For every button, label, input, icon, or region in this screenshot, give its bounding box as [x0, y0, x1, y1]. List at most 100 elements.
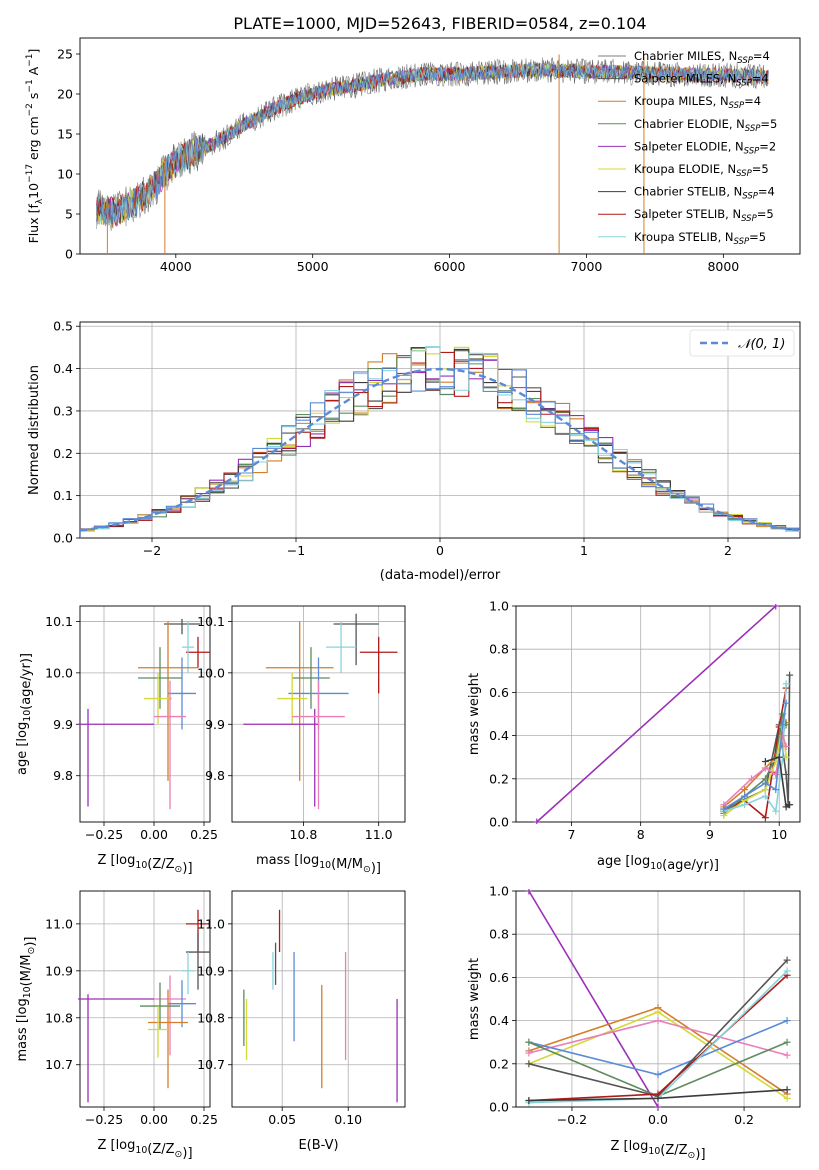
figure-title: PLATE=1000, MJD=52643, FIBERID=0584, z=0…: [233, 14, 646, 33]
y-tick-label: 10.8: [197, 1010, 225, 1025]
ylabel-part: (M/M: [19, 955, 34, 987]
spectrum-lines: [96, 54, 769, 254]
legend-part: Kroupa ELODIE, N: [634, 162, 736, 176]
xlabel-part: (age/yr)]: [662, 858, 719, 873]
y-tick-label: 10.7: [197, 1057, 225, 1072]
legend-part: Chabrier ELODIE, N: [634, 117, 745, 131]
y-axis-label: Flux [fλ10−17 erg cm−2 s−1 A−1]: [25, 49, 45, 244]
y-tick-label: 0: [65, 247, 73, 262]
x-tick-label: 5000: [297, 259, 329, 274]
legend-part: SSP: [736, 169, 752, 179]
y-tick-label: 0.4: [53, 361, 73, 376]
mass-vs-reddening-panel: 0.05 0.10 10.7 10.8 10.9 11.0 E(B-V): [197, 890, 406, 1153]
legend-part: =5: [757, 207, 774, 221]
y-tick-label: 0.2: [489, 1056, 509, 1071]
legend-part: Chabrier STELIB, N: [634, 185, 742, 199]
xlabel-part: 10: [135, 860, 147, 871]
x-tick-label: −2: [143, 543, 161, 558]
ylabel-part: Flux [f: [26, 204, 41, 244]
x-axis-label: age [log10(age/yr)]: [597, 854, 719, 873]
y-tick-label: 0.4: [489, 728, 509, 743]
x-axis-label: mass [log10(M/M⊙)]: [256, 853, 381, 876]
ylabel-part: λ: [35, 198, 45, 204]
xlabel-part: ⊙: [175, 1149, 183, 1160]
y-tick-label: 0.6: [489, 970, 509, 985]
x-axis-label: Z [log10(Z/Z⊙)]: [97, 853, 192, 876]
x-tick-label: 0.2: [734, 1112, 754, 1127]
axes-frame: [79, 605, 211, 823]
y-tick-label: 10.1: [45, 614, 73, 629]
xlabel-part: )]: [371, 861, 381, 876]
age-vs-mass-panel: 10.8 11.0 9.8 9.9 10.0 10.1 mass [log10(M/M⊙)]: [197, 605, 406, 876]
y-tick-label: 9.8: [205, 768, 225, 783]
x-tick-label: 11.0: [365, 827, 393, 842]
ylabel-part: 10: [22, 710, 33, 722]
legend-part: SSP: [741, 214, 757, 224]
normal-curve: [80, 367, 800, 532]
x-tick-label: 7: [567, 827, 575, 842]
x-tick-label: 0.05: [268, 1112, 296, 1127]
spectrum-line: [96, 62, 769, 227]
legend-label: Salpeter ELODIE, NSSP=2: [634, 139, 776, 156]
ylabel-part: −1: [25, 54, 35, 67]
legend-label: Kroupa STELIB, NSSP=5: [634, 230, 766, 247]
x-tick-label: 8: [637, 827, 645, 842]
x-axis-label: Z [log10(Z/Z⊙)]: [610, 1139, 705, 1162]
ylabel-part: A: [26, 66, 41, 79]
xlabel-part: age [log: [597, 854, 650, 869]
xlabel-part: )]: [182, 1146, 192, 1161]
y-tick-label: 20: [57, 87, 73, 102]
y-tick-label: 0.2: [53, 446, 73, 461]
legend-box: [689, 329, 795, 357]
xlabel-part: 10: [648, 1146, 660, 1157]
x-axis-label: Z [log10(Z/Z⊙)]: [97, 1138, 192, 1161]
y-tick-label: 0.1: [53, 488, 73, 503]
y-tick-label: 25: [57, 47, 73, 62]
xlabel-part: ⊙: [688, 1150, 696, 1161]
legend-part: Chabrier MILES, N: [634, 49, 737, 63]
ylabel-part: −17: [25, 164, 35, 183]
series-line: [723, 703, 787, 810]
y-tick-label: 10: [57, 167, 73, 182]
y-tick-label: 5: [65, 207, 73, 222]
y-tick-label: 10.7: [45, 1057, 73, 1072]
xlabel-part: (Z/Z: [660, 1143, 687, 1158]
legend-part: =5: [749, 230, 766, 244]
x-tick-label: 9: [706, 827, 714, 842]
xlabel-part: (M/M: [331, 857, 363, 872]
y-tick-label: 10.9: [197, 963, 225, 978]
x-tick-label: 0.25: [190, 1112, 218, 1127]
legend-part: SSP: [742, 192, 758, 202]
x-tick-label: 0.25: [190, 827, 218, 842]
x-tick-label: 2: [724, 543, 732, 558]
axes-frame: [231, 605, 406, 823]
legend-part: =4: [753, 49, 770, 63]
xlabel-part: Z [log: [610, 1139, 648, 1154]
ylabel-part: )]: [23, 937, 38, 947]
y-tick-label: 1.0: [489, 884, 509, 899]
y-tick-label: 0.3: [53, 403, 73, 418]
y-tick-label: 9.9: [53, 717, 73, 732]
y-tick-label: 9.9: [205, 717, 225, 732]
x-tick-label: 4000: [160, 259, 192, 274]
y-tick-label: 0.2: [489, 771, 509, 786]
spectrum-line: [96, 62, 769, 227]
ylabel-part: mass [log: [15, 998, 30, 1061]
ylabel-part: erg cm: [26, 116, 41, 164]
age-vs-metallicity-panel: −0.25 0.00 0.259.89.910.010.1Z [log10(Z/Z⊙…: [15, 605, 218, 876]
histograms: [80, 346, 800, 538]
xlabel-part: (Z/Z: [147, 1142, 174, 1157]
y-axis-label: mass weight: [467, 673, 482, 755]
legend-part: =4: [744, 94, 761, 108]
ylabel-part: age [log: [15, 722, 30, 775]
y-tick-label: 0.4: [489, 1013, 509, 1028]
legend-part: =4: [752, 72, 769, 86]
x-tick-label: 6000: [434, 259, 466, 274]
y-tick-label: 10.0: [45, 665, 73, 680]
xlabel-part: ⊙: [363, 864, 371, 875]
y-axis-label: mass [log10(M/M⊙)]: [15, 937, 38, 1062]
legend-part: Kroupa STELIB, N: [634, 230, 734, 244]
x-tick-label: 0.00: [140, 1112, 168, 1127]
